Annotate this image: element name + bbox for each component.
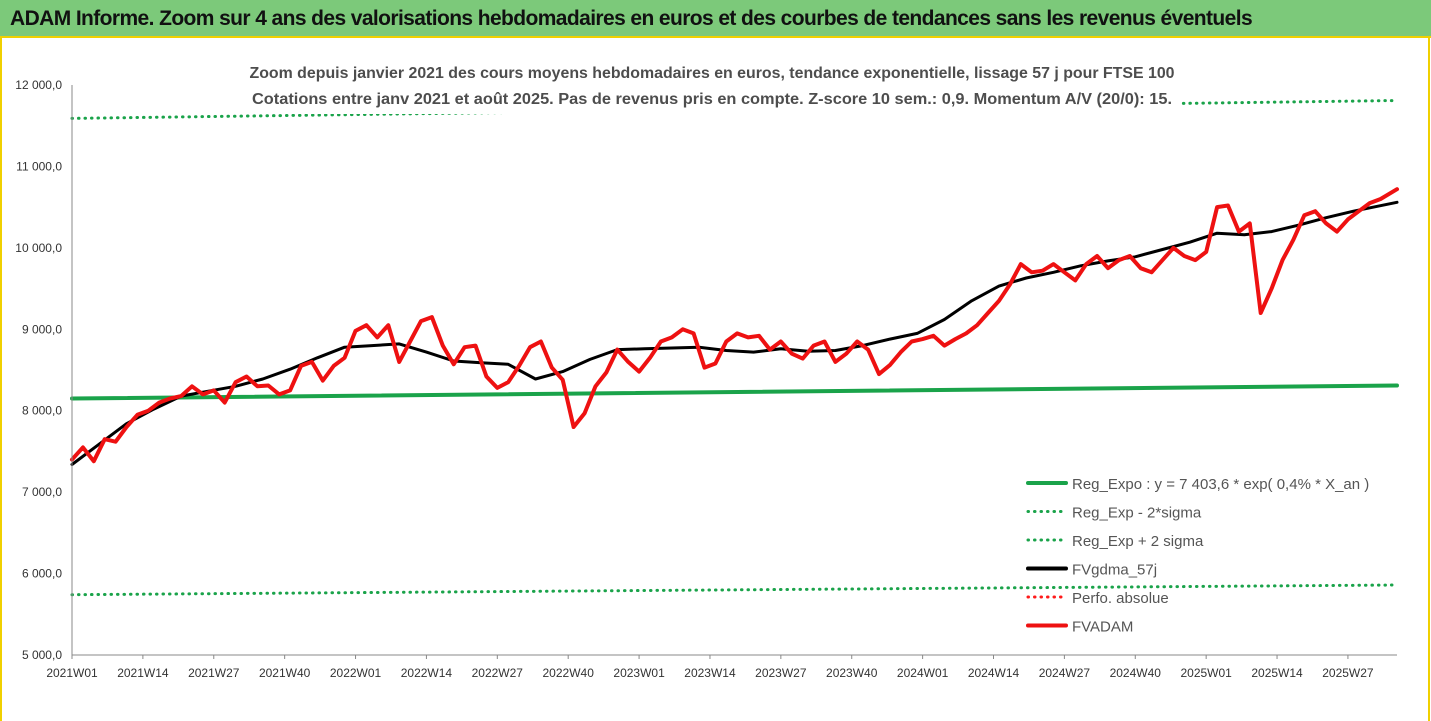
chart-subtitle: Cotations entre janv 2021 et août 2025. … <box>252 91 1172 108</box>
legend-label-reg-exp-2-sigma: Reg_Exp - 2*sigma <box>1072 505 1202 522</box>
x-tick-label: 2023W01 <box>613 666 665 680</box>
x-tick-label: 2024W40 <box>1110 666 1162 680</box>
y-tick-label: 12 000,0 <box>15 78 62 92</box>
frame-border-right <box>1428 38 1430 721</box>
legend-label-fvadam: FVADAM <box>1072 619 1133 636</box>
x-tick-label: 2022W01 <box>330 666 382 680</box>
y-tick-label: 10 000,0 <box>15 241 62 255</box>
x-tick-label: 2025W27 <box>1322 666 1374 680</box>
legend-label-reg-exp-2-sigma: Reg_Exp + 2 sigma <box>1072 533 1204 550</box>
series-line-fvgdma-57j <box>70 200 1399 466</box>
x-tick-label: 2022W40 <box>543 666 595 680</box>
legend-label-fvgdma-57j: FVgdma_57j <box>1072 562 1157 579</box>
axes-layer <box>71 85 1397 656</box>
report-title: ADAM Informe. Zoom sur 4 ans des valoris… <box>10 7 1253 30</box>
y-tick-label: 9 000,0 <box>22 322 62 336</box>
y-tick-label: 11 000,0 <box>16 159 62 173</box>
ticks-layer: 5 000,0 6 000,0 7 000,0 8 000,0 9 000,0 10 00… <box>15 78 1374 680</box>
series-line-reg-exp-2-sigma <box>70 583 1399 597</box>
series-line-fvadam <box>70 187 1399 464</box>
x-tick-label: 2023W40 <box>826 666 878 680</box>
x-tick-label: 2025W01 <box>1180 666 1232 680</box>
x-tick-label: 2023W14 <box>684 666 736 680</box>
x-tick-label: 2024W01 <box>897 666 949 680</box>
y-tick-label: 7 000,0 <box>22 485 62 499</box>
y-tick-label: 8 000,0 <box>22 404 62 418</box>
x-tick-label: 2025W14 <box>1251 666 1303 680</box>
report-title-bar: ADAM Informe. Zoom sur 4 ans des valoris… <box>0 0 1431 38</box>
x-tick-label: 2024W14 <box>968 666 1020 680</box>
series-line-reg-expo-y-7-403-6-exp-0-4-x-an <box>70 383 1399 401</box>
x-tick-label: 2023W27 <box>755 666 807 680</box>
x-tick-label: 2021W27 <box>188 666 240 680</box>
x-tick-label: 2021W40 <box>259 666 311 680</box>
y-tick-label: 6 000,0 <box>22 567 62 581</box>
chart-title-background <box>245 58 1180 114</box>
x-tick-label: 2021W01 <box>46 666 98 680</box>
legend-label-reg-expo-y-7-403-6-exp-0-4-x-an: Reg_Expo : y = 7 403,6 * exp( 0,4% * X_a… <box>1072 476 1369 493</box>
x-tick-label: 2022W27 <box>472 666 524 680</box>
x-tick-label: 2022W14 <box>401 666 453 680</box>
y-tick-label: 5 000,0 <box>22 648 62 662</box>
x-tick-label: 2024W27 <box>1039 666 1091 680</box>
legend-label-perfo-absolue: Perfo. absolue <box>1072 590 1169 607</box>
frame-border-left <box>0 38 2 721</box>
chart-titles: Zoom depuis janvier 2021 des cours moyen… <box>245 58 1180 114</box>
chart-legend: Reg_Expo : y = 7 403,6 * exp( 0,4% * X_a… <box>1026 476 1369 636</box>
x-tick-label: 2021W14 <box>117 666 169 680</box>
chart-title: Zoom depuis janvier 2021 des cours moyen… <box>250 65 1175 82</box>
